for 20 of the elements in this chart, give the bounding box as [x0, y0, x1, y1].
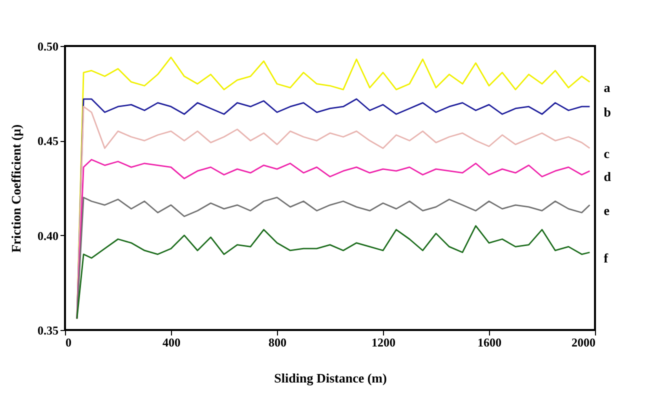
x-tick-label: 1200	[372, 336, 396, 350]
x-tick-label: 400	[162, 336, 180, 350]
x-tick-label: 2000	[572, 336, 596, 350]
series-label: d	[604, 168, 612, 184]
y-tick-label: 0.40	[38, 228, 58, 243]
series-label: a	[604, 80, 611, 95]
y-tick-label: 0.50	[38, 40, 58, 54]
y-tick-label: 0.45	[38, 134, 58, 148]
y-tick-label: 0.35	[38, 324, 58, 338]
series-label: b	[604, 104, 611, 120]
series-label: c	[604, 146, 610, 162]
x-axis-title: Sliding Distance (m)	[274, 370, 387, 386]
series-label: e	[604, 203, 610, 218]
x-tick-label: 800	[268, 336, 286, 350]
x-tick-label: 0	[66, 336, 72, 350]
line-series	[76, 196, 590, 320]
line-series	[76, 225, 590, 320]
series-label: f	[604, 250, 609, 266]
y-axis-title: Friction Coefficient (µ)	[8, 124, 24, 253]
x-tick-label: 1600	[478, 336, 502, 350]
